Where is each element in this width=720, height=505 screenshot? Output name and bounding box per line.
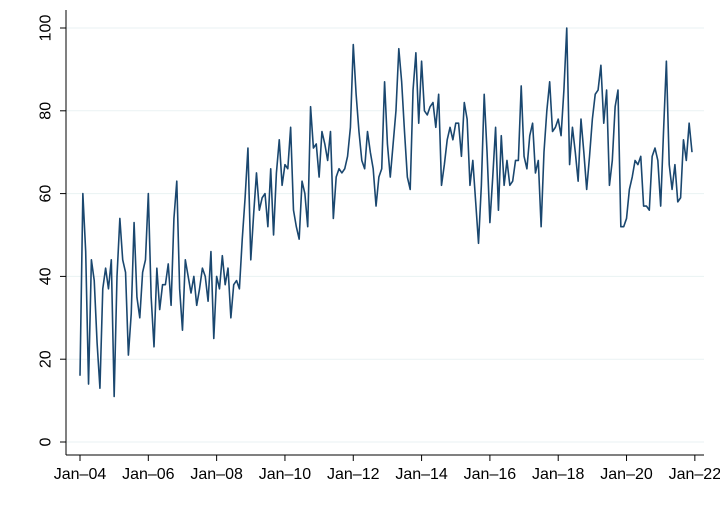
x-tick-label-2012-01: Jan–12	[327, 466, 380, 483]
x-tick-label-2008-01: Jan–08	[190, 466, 243, 483]
y-tick-label-40: 40	[38, 267, 55, 285]
x-tick-label-2022-01: Jan–22	[669, 466, 720, 483]
y-tick-label-100: 100	[38, 15, 55, 42]
x-tick-label-2006-01: Jan–06	[122, 466, 175, 483]
axes	[65, 10, 704, 456]
x-tick-label-2020-01: Jan–20	[600, 466, 653, 483]
x-tick-label-2014-01: Jan–14	[395, 466, 448, 483]
y-tick-label-60: 60	[38, 185, 55, 203]
y-tick-label-20: 20	[38, 350, 55, 368]
y-tick-label-0: 0	[38, 437, 55, 446]
x-tick-label-2016-01: Jan–16	[464, 466, 517, 483]
series-line	[79, 27, 693, 398]
x-ticks: Jan–04 Jan–06 Jan–08 Jan–10 Jan–12 Jan–14 Jan–…	[54, 455, 720, 483]
x-tick-label-2010-01: Jan–10	[259, 466, 312, 483]
x-tick-label-2018-01: Jan–18	[532, 466, 585, 483]
y-tick-label-80: 80	[38, 102, 55, 120]
series	[79, 27, 693, 398]
y-ticks: 0 20 40 60 80 100	[38, 15, 66, 446]
x-tick-label-2004-01: Jan–04	[54, 466, 107, 483]
